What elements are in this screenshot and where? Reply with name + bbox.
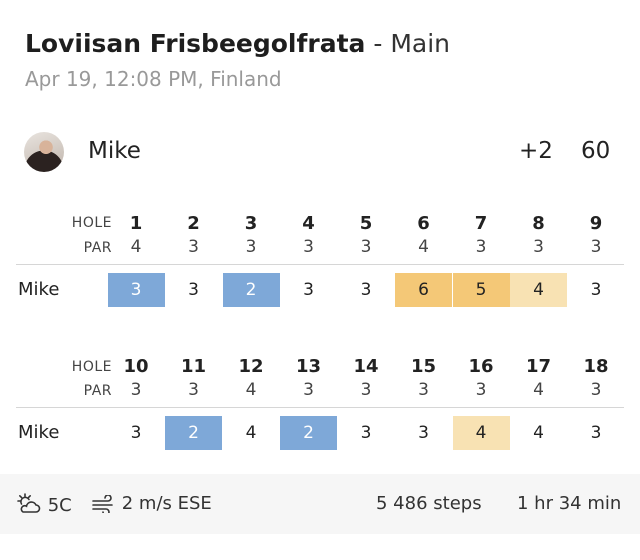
round-stats-footer: 5C 2 m/s ESE 5 486 steps 1 hr 34 min <box>0 474 640 534</box>
par-value: 3 <box>475 380 487 400</box>
par-value: 3 <box>245 237 257 257</box>
hole-score[interactable]: 4 <box>245 423 257 443</box>
cloudy-sun-icon <box>16 493 48 516</box>
par-value: 4 <box>533 380 544 400</box>
hole-label: HOLE <box>71 215 112 231</box>
hole-number: 15 <box>410 356 437 377</box>
course-name: Loviisan Frisbeegolfrata <box>25 29 366 58</box>
par-row: PAR 4 3 3 3 3 4 3 3 3 <box>16 237 624 261</box>
par-value: 3 <box>475 237 487 257</box>
par-label: PAR <box>83 240 112 256</box>
par-value: 3 <box>418 380 429 400</box>
par-value: 3 <box>590 237 602 257</box>
hole-row: HOLE 10 11 12 13 14 15 16 17 18 <box>16 356 624 380</box>
player-summary[interactable]: Mike +2 60 <box>24 132 624 174</box>
hole-number: 17 <box>525 356 552 377</box>
hole-number: 13 <box>295 356 322 377</box>
hole-number: 12 <box>238 356 264 377</box>
wind-icon <box>92 493 122 516</box>
hole-number: 9 <box>589 213 603 234</box>
par-value: 3 <box>533 237 544 257</box>
round-datetime: Apr 19, 12:08 PM, Finland <box>25 67 282 91</box>
avatar[interactable] <box>24 132 64 172</box>
hole-score[interactable]: 3 <box>590 280 602 300</box>
hole-score[interactable]: 4 <box>533 423 544 443</box>
par-value: 3 <box>360 380 372 400</box>
player-name: Mike <box>88 138 141 164</box>
wind: 2 m/s ESE <box>92 493 212 516</box>
par-value: 3 <box>188 237 199 257</box>
par-value: 3 <box>590 380 602 400</box>
layout-name: Main <box>390 29 451 58</box>
par-label: PAR <box>83 383 112 399</box>
hole-score[interactable]: 2 <box>165 416 222 450</box>
par-value: 3 <box>303 380 314 400</box>
hole-score[interactable]: 3 <box>303 280 314 300</box>
page-title: Loviisan Frisbeegolfrata - Main <box>25 28 450 60</box>
hole-score[interactable]: 3 <box>107 273 165 307</box>
header: Loviisan Frisbeegolfrata - Main Apr 19, … <box>25 28 450 91</box>
hole-score[interactable]: 6 <box>395 273 452 307</box>
hole-number: 4 <box>302 213 315 234</box>
hole-score[interactable]: 3 <box>130 423 142 443</box>
hole-number: 16 <box>468 356 494 377</box>
hole-number: 10 <box>123 356 149 377</box>
hole-number: 11 <box>180 356 207 377</box>
title-separator: - <box>373 29 383 58</box>
hole-number: 1 <box>129 213 143 234</box>
par-value: 3 <box>130 380 142 400</box>
hole-score[interactable]: 3 <box>590 423 602 443</box>
hole-score[interactable]: 2 <box>222 273 280 307</box>
divider <box>16 407 624 408</box>
back-nine-scorecard: HOLE 10 11 12 13 14 15 16 17 18 PAR 3 3 4 3 3 3 3 4 3 Mi… <box>16 356 624 456</box>
hole-number: 2 <box>187 213 200 234</box>
hole-number: 7 <box>474 213 488 234</box>
hole-score[interactable]: 4 <box>510 273 567 307</box>
hole-label: HOLE <box>71 359 112 375</box>
par-value: 4 <box>245 380 257 400</box>
hole-score[interactable]: 3 <box>188 280 199 300</box>
hole-score[interactable]: 3 <box>360 280 372 300</box>
hole-row: HOLE 1 2 3 4 5 6 7 8 9 <box>16 213 624 237</box>
hole-score[interactable]: 5 <box>452 273 510 307</box>
par-value: 3 <box>360 237 372 257</box>
player-relative-score: +2 <box>519 138 553 164</box>
par-value: 4 <box>130 237 142 257</box>
hole-number: 3 <box>244 213 258 234</box>
divider <box>16 264 624 265</box>
hole-number: 14 <box>353 356 379 377</box>
hole-number: 8 <box>532 213 545 234</box>
score-row: Mike 3 2 4 2 3 3 4 4 3 <box>16 412 624 456</box>
hole-score[interactable]: 2 <box>280 416 337 450</box>
hole-number: 5 <box>359 213 373 234</box>
hole-number: 6 <box>417 213 430 234</box>
steps-count: 5 486 steps <box>376 493 482 514</box>
hole-score[interactable]: 3 <box>360 423 372 443</box>
par-row: PAR 3 3 4 3 3 3 3 4 3 <box>16 380 624 404</box>
wind-speed: 2 m/s ESE <box>121 493 212 514</box>
score-row-player-name: Mike <box>18 279 60 300</box>
temperature: 5C <box>47 495 72 516</box>
round-duration: 1 hr 34 min <box>517 493 622 514</box>
hole-number: 18 <box>583 356 609 377</box>
par-value: 3 <box>303 237 314 257</box>
hole-score[interactable]: 3 <box>418 423 429 443</box>
par-value: 4 <box>418 237 429 257</box>
player-total-score: 60 <box>581 138 611 164</box>
par-value: 3 <box>188 380 199 400</box>
score-row-player-name: Mike <box>18 422 60 443</box>
hole-score[interactable]: 4 <box>452 416 510 450</box>
weather: 5C <box>16 493 72 516</box>
